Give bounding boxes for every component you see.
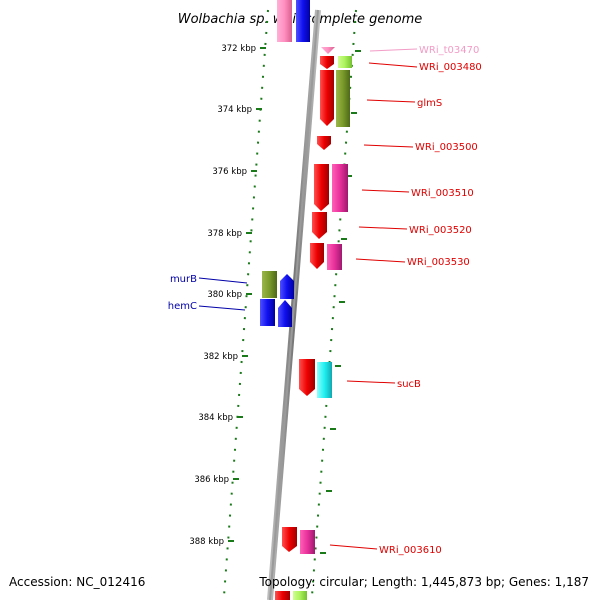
left-label-leaders (198, 277, 248, 311)
gene-sucB (299, 359, 315, 396)
label-WRi_t03470: WRi_t03470 (419, 45, 479, 56)
tick-label: 386 kbp (194, 475, 229, 485)
tick-label: 382 kbp (203, 352, 238, 362)
gene-murB-product (262, 271, 277, 298)
gene-WRi_003520 (312, 212, 327, 239)
gene-WRi_003500 (317, 136, 331, 150)
bottom-partial-red (275, 591, 290, 600)
scale-ticks: 372 kbp 374 kbp 376 kbp 378 kbp 380 kbp … (189, 44, 266, 547)
tick-label: 380 kbp (207, 290, 242, 300)
right-labels: WRi_t03470 WRi_003480 glmS WRi_003500 WR… (379, 45, 482, 556)
gene-WRi_003480-product (338, 56, 352, 68)
label-WRi_003520: WRi_003520 (409, 225, 472, 236)
gene-WRi_003480 (320, 56, 334, 69)
gene-murB (280, 274, 294, 299)
gene-sucB-product (317, 362, 332, 398)
gene-features (275, 47, 352, 600)
label-WRi_003530: WRi_003530 (407, 257, 470, 268)
gene-WRi_003510 (314, 164, 329, 211)
right-label-leaders (329, 48, 418, 550)
top-partial-features (277, 0, 310, 42)
genome-backbone (267, 9, 321, 600)
label-WRi_003510: WRi_003510 (411, 188, 474, 199)
gene-WRi_t03470 (321, 47, 335, 54)
gene-WRi_003530-product (327, 244, 342, 270)
label-WRi_003610: WRi_003610 (379, 545, 442, 556)
tick-label: 372 kbp (221, 44, 256, 54)
reverse-strand-features (260, 271, 294, 327)
tick-label: 384 kbp (198, 413, 233, 423)
label-sucB: sucB (397, 379, 421, 390)
gene-WRi_003530 (310, 243, 324, 269)
accession-label: Accession: NC_012416 (9, 575, 145, 589)
gene-glmS (320, 70, 334, 126)
label-WRi_003500: WRi_003500 (415, 142, 478, 153)
gene-hemC (278, 300, 292, 327)
bottom-partial-lime (293, 591, 307, 600)
label-glmS: glmS (417, 98, 442, 109)
gene-hemC-product (260, 299, 275, 326)
label-murB: murB (170, 274, 197, 285)
gene-WRi_003610 (282, 527, 297, 552)
left-labels: murB hemC (168, 274, 197, 312)
label-WRi_003480: WRi_003480 (419, 62, 482, 73)
gene-WRi_003510-product (332, 164, 348, 212)
gene-glmS-product (336, 70, 350, 127)
tick-label: 376 kbp (212, 167, 247, 177)
tick-label: 378 kbp (207, 229, 242, 239)
tick-label: 388 kbp (189, 537, 224, 547)
tick-label: 374 kbp (217, 105, 252, 115)
gene-WRi_003610-product (300, 530, 315, 554)
genome-summary: Topology: circular; Length: 1,445,873 bp… (258, 575, 589, 589)
label-hemC: hemC (168, 301, 197, 312)
